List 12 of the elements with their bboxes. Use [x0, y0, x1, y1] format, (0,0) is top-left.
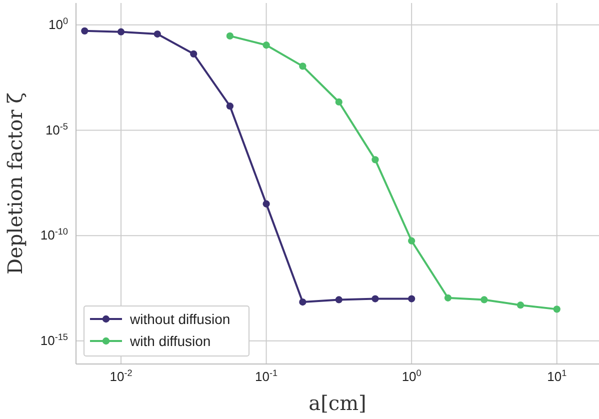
x-tick-label: 10$^{-1}$	[255, 368, 278, 384]
y-tick-label: 10$^{-5}$	[45, 121, 68, 138]
x-tick-label: 10$^{-2}$	[110, 368, 132, 384]
x-axis-title: a[cm]	[308, 391, 366, 415]
x-tick-label: 10$^{1}$	[547, 368, 567, 384]
x-tick-label: 10$^{0}$	[402, 368, 422, 384]
legend-label: without diffusion	[129, 311, 230, 327]
y-tick-label: 10$^{0}$	[48, 16, 68, 32]
y-tick-label: 10$^{-15}$	[40, 332, 68, 348]
y-axis-title: Depletion factor ζ	[3, 92, 27, 274]
legend-label: with diffusion	[129, 333, 211, 349]
y-tick-label: 10$^{-10}$	[40, 226, 68, 243]
